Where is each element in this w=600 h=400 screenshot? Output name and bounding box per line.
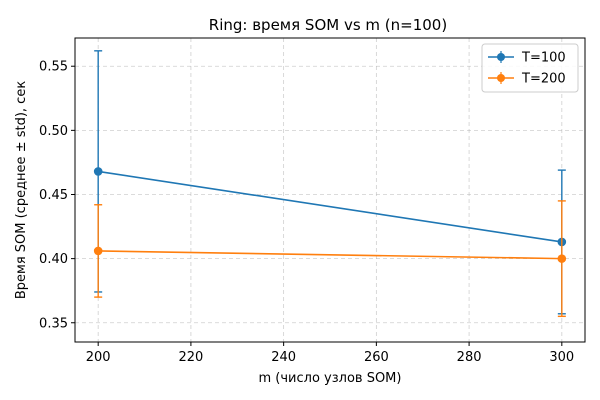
y-tick-label: 0.50 bbox=[39, 124, 68, 139]
x-tick-label: 260 bbox=[364, 350, 389, 365]
ticks: 200 220 240 260 280 300 0.35 0.40 0.45 0.50 0.55 bbox=[39, 60, 574, 365]
legend-label: T=200 bbox=[521, 72, 566, 87]
series-line bbox=[98, 170, 562, 243]
legend-marker bbox=[497, 74, 505, 82]
series-2 bbox=[93, 200, 567, 318]
grid bbox=[75, 38, 585, 342]
legend-entry: T=100 bbox=[488, 51, 566, 66]
legend-label: T=100 bbox=[521, 51, 566, 66]
data-point bbox=[93, 167, 103, 176]
plot-frame bbox=[74, 37, 586, 343]
y-tick-label: 0.55 bbox=[39, 60, 68, 75]
legend-entry: T=200 bbox=[488, 72, 566, 87]
data-point bbox=[93, 246, 103, 256]
chart-title: Ring: время SOM vs m (n=100) bbox=[209, 16, 447, 34]
y-tick-label: 0.35 bbox=[39, 316, 68, 331]
x-tick-label: 220 bbox=[178, 350, 203, 365]
legend: T=100 T=200 bbox=[481, 43, 579, 93]
x-tick-label: 280 bbox=[457, 350, 482, 365]
plot-data bbox=[93, 50, 567, 318]
data-point bbox=[557, 254, 567, 263]
y-tick-label: 0.40 bbox=[39, 252, 68, 267]
legend-marker bbox=[497, 53, 505, 61]
x-tick-label: 240 bbox=[271, 350, 296, 365]
y-tick-label: 0.45 bbox=[39, 188, 68, 203]
x-tick-label: 200 bbox=[86, 350, 111, 365]
x-axis-label: m (число узлов SOM) bbox=[259, 371, 402, 386]
series-line bbox=[98, 250, 562, 260]
legend-box bbox=[481, 43, 579, 93]
x-tick-label: 300 bbox=[549, 350, 574, 365]
y-axis-label: Время SOM (среднее ± std), сек bbox=[14, 81, 29, 299]
